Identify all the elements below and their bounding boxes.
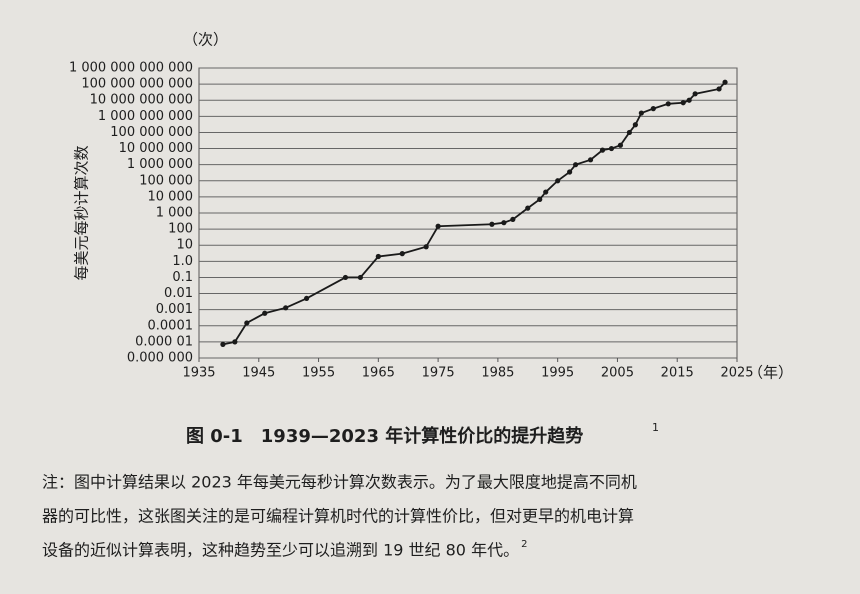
note-line: 注：图中计算结果以 2023 年每美元每秒计算次数表示。为了最大限度地提高不同机 <box>42 473 637 492</box>
point <box>501 220 507 226</box>
point <box>686 97 692 103</box>
note-line: 设备的近似计算表明，这种趋势至少可以追溯到 19 世纪 80 年代。 <box>42 541 519 560</box>
x-tick-label: 2005 <box>601 366 634 381</box>
point <box>357 274 363 281</box>
point <box>543 189 549 195</box>
point <box>232 339 238 345</box>
y-tick-label: 1.0 <box>172 254 193 269</box>
x-tick-label: 1975 <box>422 366 455 381</box>
point <box>573 162 579 168</box>
y-tick-label: 1 000 000 000 000 <box>69 61 193 76</box>
x-tick-label: 1995 <box>541 366 574 381</box>
point <box>304 295 310 302</box>
point <box>567 169 573 175</box>
y-tick-label: 0.001 <box>156 302 193 317</box>
y-tick-label: 100 000 <box>139 173 193 188</box>
point <box>617 142 624 148</box>
y-tick-label: 100 000 000 000 <box>81 77 193 92</box>
point <box>399 251 405 257</box>
point <box>537 196 543 202</box>
point <box>342 274 349 281</box>
y-tick-label: 1 000 <box>156 206 193 221</box>
y-tick-label: 0.000 000 <box>127 351 193 366</box>
point <box>587 157 594 163</box>
point <box>722 79 728 85</box>
point <box>599 147 606 153</box>
y-unit-label: （次） <box>183 31 228 49</box>
y-tick-label: 1 000 000 <box>127 157 193 172</box>
point <box>510 216 516 223</box>
x-tick-label: 1945 <box>242 366 275 381</box>
point <box>716 86 722 92</box>
x-unit-label: （年） <box>748 364 793 382</box>
x-tick-label: 1985 <box>481 366 514 381</box>
y-tick-label: 10 000 <box>148 189 194 204</box>
y-tick-label: 0.000 01 <box>135 334 193 349</box>
y-tick-label: 1 000 000 000 <box>98 109 193 124</box>
x-tick-label: 1955 <box>302 366 335 381</box>
note-superscript: 2 <box>521 539 527 550</box>
point <box>375 253 381 260</box>
point <box>423 244 429 250</box>
x-tick-label: 1935 <box>182 366 215 381</box>
point <box>608 145 615 152</box>
point <box>244 320 250 326</box>
y-tick-label: 100 <box>168 222 193 237</box>
point <box>692 91 698 97</box>
x-tick-label: 2015 <box>661 366 694 381</box>
point <box>262 310 268 316</box>
caption: 图 0-1 1939—2023 年计算性价比的提升趋势 <box>186 425 583 447</box>
point <box>220 341 226 347</box>
x-tick-label: 2025 <box>720 366 753 381</box>
point <box>435 223 441 229</box>
y-tick-label: 10 000 000 <box>119 141 193 156</box>
point <box>638 110 644 116</box>
point <box>489 221 495 227</box>
y-tick-label: 10 000 000 000 <box>90 93 193 108</box>
point <box>283 305 289 311</box>
point <box>680 100 686 106</box>
y-tick-label: 100 000 000 <box>110 125 193 140</box>
y-tick-label: 0.0001 <box>148 318 194 333</box>
point <box>632 122 638 128</box>
x-tick-label: 1965 <box>362 366 395 381</box>
y-axis-label: 每美元每秒计算次数 <box>73 145 91 280</box>
point <box>626 129 633 136</box>
point <box>555 178 561 184</box>
point <box>650 106 656 112</box>
note: 注：图中计算结果以 2023 年每美元每秒计算次数表示。为了最大限度地提高不同机… <box>42 473 637 560</box>
point <box>525 205 531 211</box>
y-tick-label: 10 <box>176 238 193 253</box>
note-line: 器的可比性，这张图关注的是可编程计算机时代的计算性价比，但对更早的机电计算 <box>42 507 634 526</box>
caption-superscript: 1 <box>652 421 659 434</box>
y-tick-label: 0.01 <box>164 286 193 301</box>
y-tick-label: 0.1 <box>172 270 193 285</box>
point <box>665 101 671 107</box>
